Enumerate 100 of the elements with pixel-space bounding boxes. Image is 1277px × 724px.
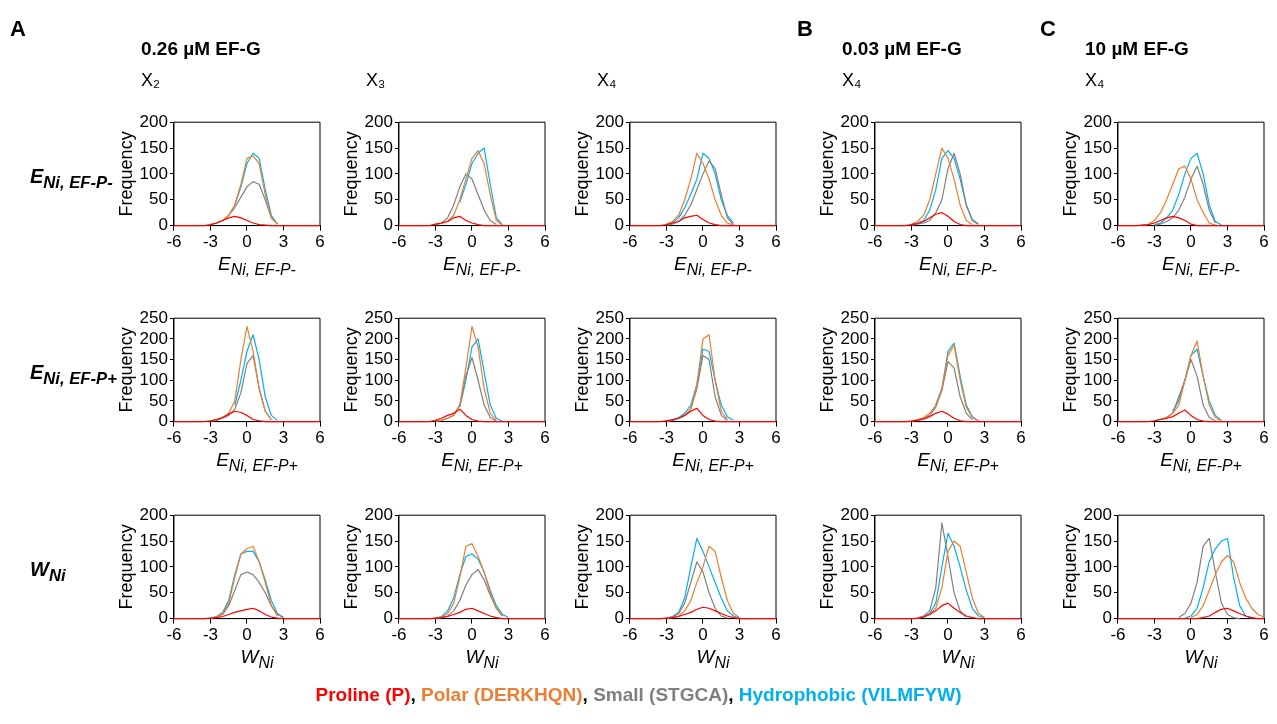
y-tick-label: 150: [139, 530, 168, 550]
y-tick-label: 150: [139, 137, 168, 157]
x-tick-label: 3: [503, 428, 514, 448]
x-tick-label: -3: [658, 625, 675, 645]
text: ,: [728, 684, 735, 705]
x-tick-label: 3: [503, 232, 514, 252]
x-tick-label: 6: [540, 625, 550, 645]
y-tick-label: 0: [859, 608, 869, 628]
y-axis-title: Frequency: [340, 524, 361, 610]
y-tick-label: 150: [364, 530, 393, 550]
y-tick-label: 50: [374, 582, 393, 602]
y-tick-label: 100: [1083, 369, 1112, 389]
y-tick-label: 0: [614, 215, 624, 235]
y-tick-label: 50: [850, 582, 869, 602]
y-tick-label: 50: [605, 390, 624, 410]
y-tick-label: 150: [364, 349, 393, 369]
x-tick-label: 6: [540, 428, 550, 448]
x-tick-label: 0: [467, 428, 477, 448]
y-tick-label: 150: [1083, 530, 1112, 550]
x-axis-title: E$_{Ni, EF-P-}$: [442, 253, 522, 279]
y-axis-title: Frequency: [571, 524, 592, 610]
x-tick-label: -3: [1146, 625, 1163, 645]
x-tick-label: 6: [1016, 625, 1026, 645]
y-tick-label: 0: [383, 411, 393, 431]
x-tick-label: 3: [1222, 232, 1233, 252]
x-tick-label: -6: [1110, 232, 1126, 252]
x-tick-label: 0: [943, 232, 953, 252]
y-tick-label: 150: [364, 137, 393, 157]
y-tick-label: 100: [364, 163, 393, 183]
x-tick-label: -6: [1110, 428, 1126, 448]
x-tick-label: 3: [979, 232, 990, 252]
y-tick-label: 50: [149, 390, 168, 410]
y-tick-label: 150: [595, 530, 624, 550]
y-axis-title: Frequency: [340, 327, 361, 413]
x-tick-label: -3: [658, 232, 675, 252]
y-tick-label: 150: [1083, 349, 1112, 369]
x-tick-label: 3: [1222, 625, 1233, 645]
y-tick-label: 200: [364, 111, 393, 131]
x-tick-label: 0: [467, 625, 477, 645]
y-tick-label: 50: [1093, 390, 1112, 410]
y-tick-label: 200: [840, 504, 869, 524]
text: A: [10, 16, 26, 42]
x-tick-label: -3: [903, 232, 920, 252]
y-axis-title: Frequency: [115, 131, 136, 217]
x-axis-title: E$_{Ni, EF-P-}$: [673, 253, 753, 279]
y-axis-title: Frequency: [816, 524, 837, 610]
x-tick-label: -6: [867, 625, 883, 645]
x-tick-label: -3: [427, 232, 444, 252]
chart-subtitle: X₂: [141, 70, 160, 91]
y-tick-label: 250: [595, 307, 624, 327]
y-axis-title: Frequency: [816, 327, 837, 413]
text: Hydrophobic (VILMFYW): [738, 684, 962, 705]
x-tick-label: 0: [943, 428, 953, 448]
y-tick-label: 0: [1102, 608, 1112, 628]
x-tick-label: 3: [278, 428, 289, 448]
text: Polar (DERKHQN): [421, 684, 583, 705]
y-tick-label: 100: [1083, 556, 1112, 576]
x-tick-label: -3: [202, 625, 219, 645]
y-axis-title: Frequency: [816, 131, 837, 217]
y-tick-label: 250: [364, 307, 393, 327]
y-axis-title: Frequency: [571, 131, 592, 217]
y-tick-label: 100: [1083, 163, 1112, 183]
x-tick-label: 3: [503, 625, 514, 645]
y-tick-label: 50: [149, 582, 168, 602]
x-tick-label: 0: [1186, 428, 1196, 448]
x-tick-label: -6: [391, 428, 407, 448]
x-tick-label: -3: [202, 428, 219, 448]
y-tick-label: 150: [595, 137, 624, 157]
y-tick-label: 100: [595, 163, 624, 183]
x-axis-title: E$_{Ni, EF-P-}$: [1161, 253, 1241, 279]
y-tick-label: 200: [1083, 111, 1112, 131]
y-tick-label: 50: [605, 582, 624, 602]
chart-subtitle: X₄: [597, 70, 617, 91]
x-tick-label: -3: [427, 625, 444, 645]
x-tick-label: -6: [166, 428, 182, 448]
y-tick-label: 100: [139, 163, 168, 183]
y-tick-label: 50: [374, 390, 393, 410]
x-tick-label: 6: [315, 625, 325, 645]
x-tick-label: 0: [698, 232, 708, 252]
y-tick-label: 200: [139, 111, 168, 131]
x-tick-label: 3: [278, 232, 289, 252]
y-tick-label: 150: [1083, 137, 1112, 157]
y-tick-label: 50: [374, 189, 393, 209]
y-tick-label: 0: [158, 411, 168, 431]
y-tick-label: 50: [605, 189, 624, 209]
x-tick-label: -6: [867, 232, 883, 252]
y-tick-label: 200: [840, 328, 869, 348]
y-tick-label: 0: [614, 411, 624, 431]
y-tick-label: 0: [1102, 411, 1112, 431]
y-tick-label: 200: [595, 328, 624, 348]
x-tick-label: -6: [867, 428, 883, 448]
y-tick-label: 0: [1102, 215, 1112, 235]
y-tick-label: 200: [1083, 328, 1112, 348]
x-axis-title: W$_{Ni}$: [695, 646, 731, 672]
x-tick-label: -3: [202, 232, 219, 252]
x-axis-title: E$_{Ni, EF-P-}$: [918, 253, 998, 279]
y-tick-label: 0: [158, 608, 168, 628]
x-tick-label: 0: [467, 232, 477, 252]
x-tick-label: 0: [943, 625, 953, 645]
y-tick-label: 200: [139, 328, 168, 348]
